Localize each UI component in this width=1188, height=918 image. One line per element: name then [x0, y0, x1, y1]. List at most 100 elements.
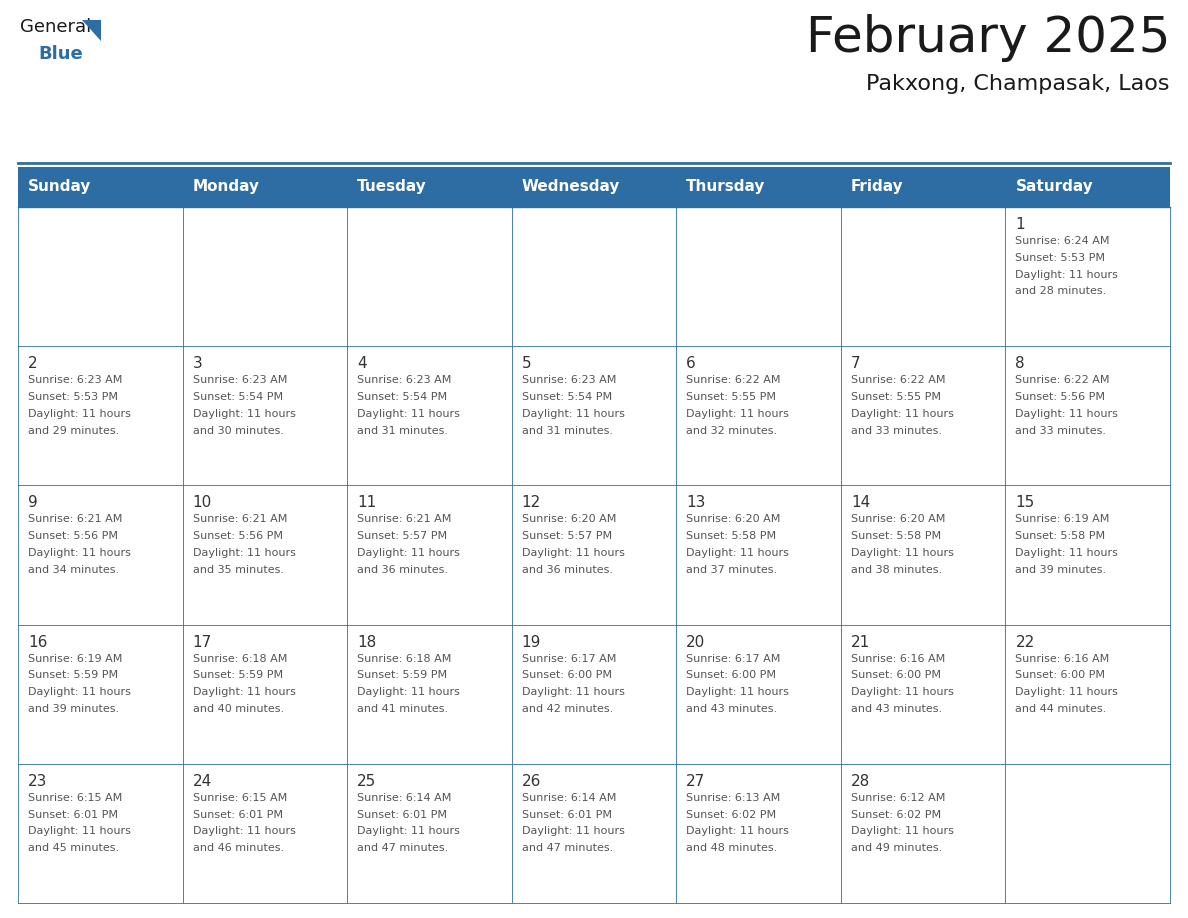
Text: Daylight: 11 hours: Daylight: 11 hours: [851, 826, 954, 836]
Text: Sunset: 5:59 PM: Sunset: 5:59 PM: [192, 670, 283, 680]
Text: Friday: Friday: [851, 180, 904, 195]
Text: Sunset: 5:53 PM: Sunset: 5:53 PM: [29, 392, 118, 402]
Text: Sunrise: 6:21 AM: Sunrise: 6:21 AM: [358, 514, 451, 524]
Text: Sunrise: 6:20 AM: Sunrise: 6:20 AM: [851, 514, 946, 524]
Text: and 33 minutes.: and 33 minutes.: [1016, 426, 1106, 436]
Text: Daylight: 11 hours: Daylight: 11 hours: [687, 826, 789, 836]
Text: Sunset: 5:57 PM: Sunset: 5:57 PM: [358, 532, 447, 542]
Text: Sunset: 6:01 PM: Sunset: 6:01 PM: [192, 810, 283, 820]
Text: Sunrise: 6:18 AM: Sunrise: 6:18 AM: [358, 654, 451, 664]
Text: 1: 1: [1016, 217, 1025, 232]
Text: Sunset: 5:54 PM: Sunset: 5:54 PM: [192, 392, 283, 402]
Bar: [18, 207, 1170, 903]
Text: Sunset: 6:00 PM: Sunset: 6:00 PM: [1016, 670, 1105, 680]
Text: 22: 22: [1016, 634, 1035, 650]
Bar: [18, 167, 183, 207]
Bar: [347, 167, 512, 207]
Text: and 30 minutes.: and 30 minutes.: [192, 426, 284, 436]
Text: Daylight: 11 hours: Daylight: 11 hours: [29, 409, 131, 419]
Text: Sunset: 5:56 PM: Sunset: 5:56 PM: [192, 532, 283, 542]
Text: Daylight: 11 hours: Daylight: 11 hours: [1016, 548, 1118, 558]
Text: Sunrise: 6:15 AM: Sunrise: 6:15 AM: [192, 793, 286, 803]
Text: Sunrise: 6:12 AM: Sunrise: 6:12 AM: [851, 793, 946, 803]
Text: Sunset: 5:58 PM: Sunset: 5:58 PM: [687, 532, 777, 542]
Text: 8: 8: [1016, 356, 1025, 371]
Text: and 40 minutes.: and 40 minutes.: [192, 704, 284, 714]
Text: Sunset: 5:54 PM: Sunset: 5:54 PM: [522, 392, 612, 402]
Text: Sunrise: 6:14 AM: Sunrise: 6:14 AM: [522, 793, 617, 803]
Text: Daylight: 11 hours: Daylight: 11 hours: [358, 409, 460, 419]
Text: Sunrise: 6:16 AM: Sunrise: 6:16 AM: [1016, 654, 1110, 664]
Text: Sunset: 6:01 PM: Sunset: 6:01 PM: [29, 810, 118, 820]
Text: and 43 minutes.: and 43 minutes.: [687, 704, 777, 714]
Text: 27: 27: [687, 774, 706, 789]
Text: Sunrise: 6:24 AM: Sunrise: 6:24 AM: [1016, 236, 1110, 246]
Text: Sunset: 5:57 PM: Sunset: 5:57 PM: [522, 532, 612, 542]
Text: 24: 24: [192, 774, 211, 789]
Text: Sunset: 5:55 PM: Sunset: 5:55 PM: [687, 392, 776, 402]
Text: Sunset: 5:55 PM: Sunset: 5:55 PM: [851, 392, 941, 402]
Bar: [183, 167, 347, 207]
Text: Sunrise: 6:23 AM: Sunrise: 6:23 AM: [358, 375, 451, 386]
Bar: [1005, 167, 1170, 207]
Text: and 41 minutes.: and 41 minutes.: [358, 704, 448, 714]
Text: Sunrise: 6:20 AM: Sunrise: 6:20 AM: [687, 514, 781, 524]
Text: Sunset: 6:00 PM: Sunset: 6:00 PM: [687, 670, 776, 680]
Text: and 33 minutes.: and 33 minutes.: [851, 426, 942, 436]
Text: Sunrise: 6:22 AM: Sunrise: 6:22 AM: [687, 375, 781, 386]
Text: and 44 minutes.: and 44 minutes.: [1016, 704, 1107, 714]
Text: 14: 14: [851, 496, 870, 510]
Text: Sunset: 6:02 PM: Sunset: 6:02 PM: [687, 810, 777, 820]
Text: Sunrise: 6:21 AM: Sunrise: 6:21 AM: [192, 514, 287, 524]
Text: and 39 minutes.: and 39 minutes.: [29, 704, 119, 714]
Text: Sunset: 6:01 PM: Sunset: 6:01 PM: [358, 810, 447, 820]
Text: February 2025: February 2025: [805, 14, 1170, 62]
Text: and 31 minutes.: and 31 minutes.: [522, 426, 613, 436]
Text: and 34 minutes.: and 34 minutes.: [29, 565, 119, 575]
Text: 12: 12: [522, 496, 541, 510]
Text: Daylight: 11 hours: Daylight: 11 hours: [192, 688, 296, 697]
Text: Monday: Monday: [192, 180, 259, 195]
Text: 26: 26: [522, 774, 541, 789]
Text: Sunset: 6:00 PM: Sunset: 6:00 PM: [851, 670, 941, 680]
Text: Sunrise: 6:23 AM: Sunrise: 6:23 AM: [29, 375, 122, 386]
Text: 19: 19: [522, 634, 541, 650]
Text: Sunset: 5:56 PM: Sunset: 5:56 PM: [29, 532, 118, 542]
Text: Daylight: 11 hours: Daylight: 11 hours: [522, 409, 625, 419]
Text: Pakxong, Champasak, Laos: Pakxong, Champasak, Laos: [866, 74, 1170, 94]
Text: and 46 minutes.: and 46 minutes.: [192, 844, 284, 853]
Text: Sunrise: 6:23 AM: Sunrise: 6:23 AM: [522, 375, 617, 386]
Text: Sunrise: 6:20 AM: Sunrise: 6:20 AM: [522, 514, 617, 524]
Text: Daylight: 11 hours: Daylight: 11 hours: [29, 548, 131, 558]
Text: Sunrise: 6:21 AM: Sunrise: 6:21 AM: [29, 514, 122, 524]
Text: 20: 20: [687, 634, 706, 650]
Text: 28: 28: [851, 774, 870, 789]
Bar: [841, 167, 1005, 207]
Text: Daylight: 11 hours: Daylight: 11 hours: [851, 409, 954, 419]
Text: Thursday: Thursday: [687, 180, 765, 195]
Text: Daylight: 11 hours: Daylight: 11 hours: [1016, 409, 1118, 419]
Text: 3: 3: [192, 356, 202, 371]
Text: Daylight: 11 hours: Daylight: 11 hours: [1016, 270, 1118, 280]
Text: Sunset: 6:02 PM: Sunset: 6:02 PM: [851, 810, 941, 820]
Text: Daylight: 11 hours: Daylight: 11 hours: [522, 548, 625, 558]
Text: Sunset: 5:54 PM: Sunset: 5:54 PM: [358, 392, 447, 402]
Text: 18: 18: [358, 634, 377, 650]
Text: Sunrise: 6:19 AM: Sunrise: 6:19 AM: [29, 654, 122, 664]
Text: Sunset: 6:00 PM: Sunset: 6:00 PM: [522, 670, 612, 680]
Text: and 42 minutes.: and 42 minutes.: [522, 704, 613, 714]
Text: Daylight: 11 hours: Daylight: 11 hours: [29, 688, 131, 697]
Text: 13: 13: [687, 496, 706, 510]
Text: Blue: Blue: [38, 45, 83, 63]
Text: Daylight: 11 hours: Daylight: 11 hours: [192, 548, 296, 558]
Text: Sunset: 5:56 PM: Sunset: 5:56 PM: [1016, 392, 1105, 402]
Text: 4: 4: [358, 356, 367, 371]
Text: Sunrise: 6:23 AM: Sunrise: 6:23 AM: [192, 375, 287, 386]
Text: Sunrise: 6:14 AM: Sunrise: 6:14 AM: [358, 793, 451, 803]
Text: and 31 minutes.: and 31 minutes.: [358, 426, 448, 436]
Text: Sunset: 5:53 PM: Sunset: 5:53 PM: [1016, 252, 1105, 263]
Text: and 45 minutes.: and 45 minutes.: [29, 844, 119, 853]
Text: and 47 minutes.: and 47 minutes.: [358, 844, 448, 853]
Text: General: General: [20, 18, 91, 36]
Text: Sunset: 6:01 PM: Sunset: 6:01 PM: [522, 810, 612, 820]
